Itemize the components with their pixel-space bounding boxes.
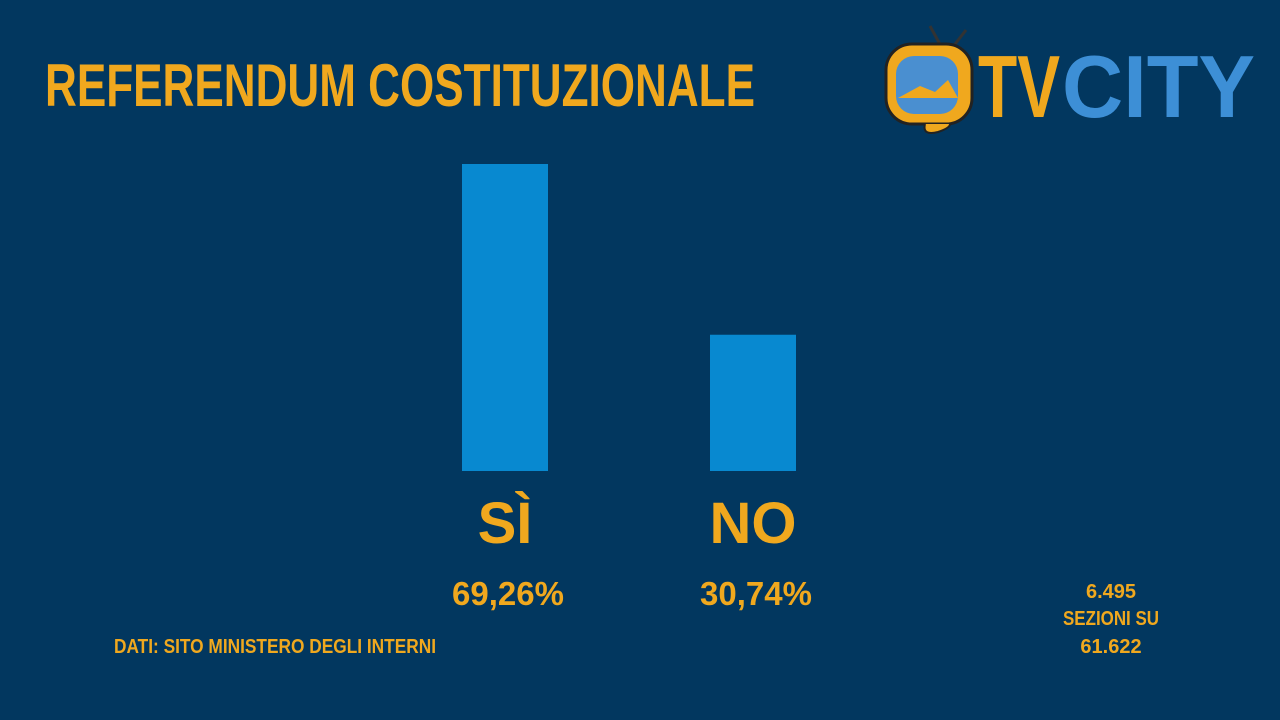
logo-text: TV [978,37,1060,136]
value-label: 30,74% [700,575,812,612]
category-label: NO [710,491,797,556]
sections-note: 6.495 [1086,581,1136,603]
category-label: SÌ [478,491,533,556]
chart-title: REFERENDUM COSTITUZIONALE [45,52,755,119]
bar [710,334,796,471]
source-note: DATI: SITO MINISTERO DEGLI INTERNI [114,636,436,658]
logo-mountain [898,80,958,98]
value-label: 69,26% [452,575,564,612]
sections-note: 61.622 [1080,636,1141,658]
sections-note: SEZIONI SU [1063,608,1159,630]
bar [462,164,548,471]
logo-screen [896,56,958,114]
logo-text: CITY [1062,37,1255,136]
logo-foot [923,123,951,134]
logo: TV CITY [884,25,1255,136]
